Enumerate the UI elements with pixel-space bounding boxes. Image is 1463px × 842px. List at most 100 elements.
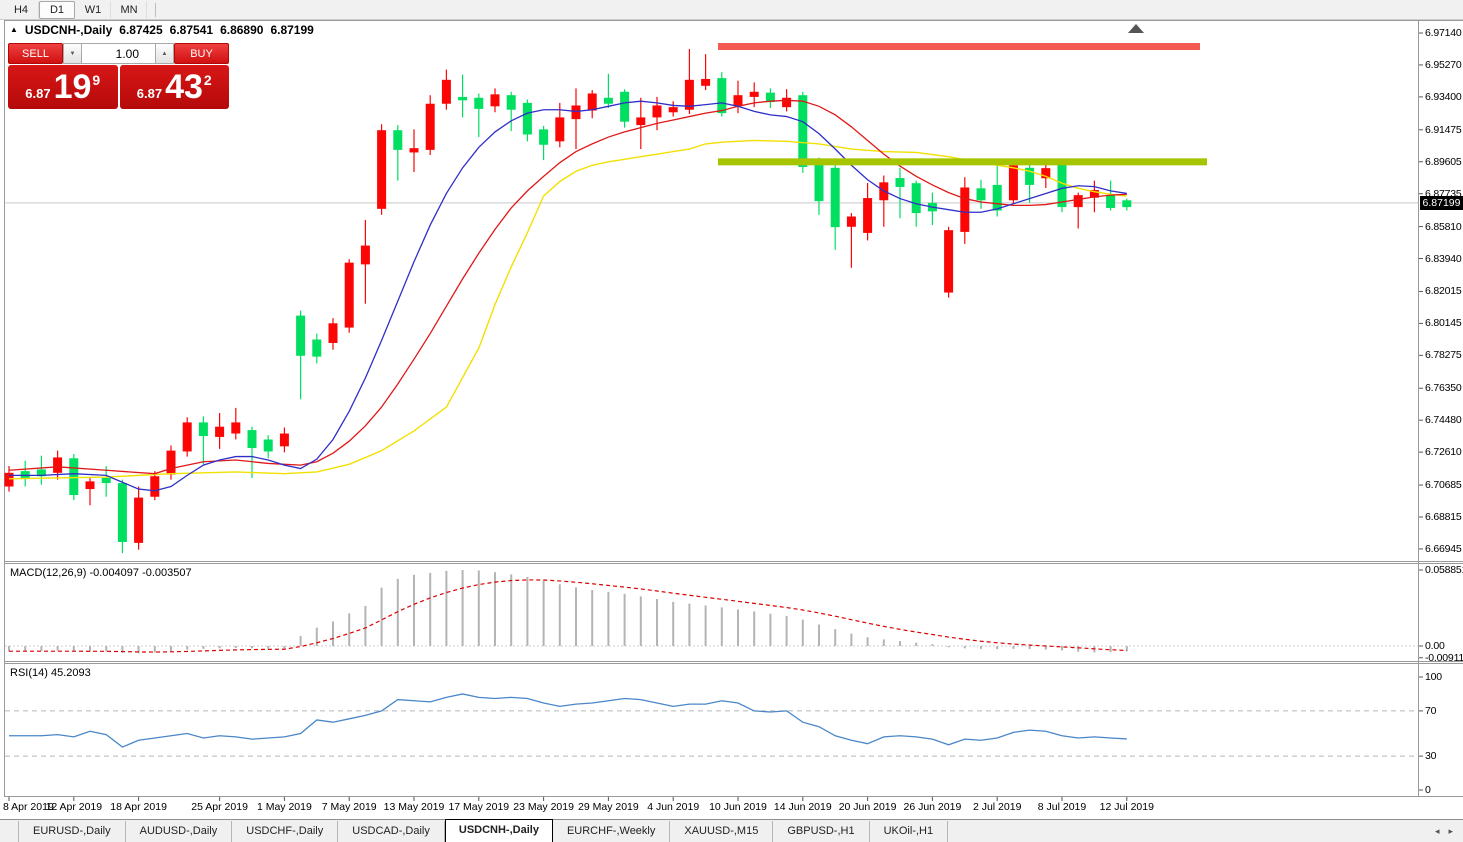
date-tick-label: 25 Apr 2019 — [191, 801, 248, 813]
price-tick-label: 6.78275 — [1425, 349, 1462, 362]
buy-button[interactable]: BUY — [174, 43, 229, 64]
buy-price-big: 43 — [165, 68, 203, 106]
price-tick-label: 6.74480 — [1425, 414, 1462, 427]
timeframe-button-d1[interactable]: D1 — [39, 0, 75, 19]
ohlc-open: 6.87425 — [119, 23, 163, 37]
date-tick-label: 8 Apr 2019 — [3, 801, 54, 813]
candle-body — [198, 422, 208, 437]
candle-body — [231, 422, 241, 434]
candle-body — [539, 129, 549, 145]
timeframe-toolbar: H4 D1 W1 MN — [0, 0, 1463, 20]
price-tick-label: 6.72610 — [1425, 446, 1462, 459]
tab-usdcad-daily[interactable]: USDCAD-,Daily — [338, 821, 445, 842]
timeframe-button-w1[interactable]: W1 — [75, 0, 111, 19]
chart-tabs: EURUSD-,Daily AUDUSD-,Daily USDCHF-,Daily U… — [0, 818, 949, 842]
candle-body — [20, 471, 30, 478]
candle-body — [458, 96, 468, 101]
macd-tick-label: 0.058851 — [1425, 564, 1463, 577]
candle-body — [782, 97, 792, 108]
date-tick-label: 20 Jun 2019 — [838, 801, 897, 813]
candle-body — [506, 95, 516, 110]
one-click-panel-toggle-icon[interactable]: ▲ — [10, 24, 18, 34]
candle-body — [992, 184, 1002, 211]
candle-body — [944, 230, 954, 293]
volume-input[interactable]: 1.00 — [82, 43, 155, 64]
ma-mid-red-line — [8, 99, 1127, 475]
price-tick-label: 6.80145 — [1425, 317, 1462, 330]
candle-body — [636, 117, 646, 126]
candle-body — [960, 187, 970, 232]
tab-eurusd-daily[interactable]: EURUSD-,Daily — [18, 821, 126, 842]
candle-body — [555, 117, 565, 142]
candle-body — [425, 103, 435, 150]
tab-audusd-daily[interactable]: AUDUSD-,Daily — [126, 821, 233, 842]
ohlc-low: 6.86890 — [220, 23, 264, 37]
date-tick-label: 2 Jul 2019 — [972, 801, 1022, 813]
candle-body — [1025, 167, 1035, 185]
timeframe-button-h4[interactable]: H4 — [3, 0, 39, 19]
tab-usdchf-daily[interactable]: USDCHF-,Daily — [232, 821, 339, 842]
macd-signal-line — [9, 579, 1127, 653]
candle-body — [1008, 165, 1018, 201]
buy-price-tile[interactable]: 6.87 43 2 — [119, 65, 229, 109]
candle-body — [976, 188, 986, 201]
candle-body — [684, 79, 694, 110]
candle-body — [620, 91, 630, 122]
tab-gbpusd-h1[interactable]: GBPUSD-,H1 — [773, 821, 870, 842]
volume-increase-icon[interactable]: ▲ — [155, 43, 174, 64]
ohlc-close: 6.87199 — [270, 23, 314, 37]
candle-body — [215, 426, 225, 437]
date-tick-label: 10 Jun 2019 — [709, 801, 767, 813]
tab-ukoil-h1[interactable]: UKOil-,H1 — [870, 821, 949, 842]
price-tick-label: 6.76350 — [1425, 382, 1462, 395]
candle-body — [863, 198, 873, 233]
candle-body — [85, 481, 95, 490]
ohlc-high: 6.87541 — [169, 23, 214, 37]
sell-button[interactable]: SELL — [8, 43, 63, 64]
macd-tick-label: 0.00 — [1425, 640, 1445, 652]
candle-body — [4, 472, 14, 487]
candle-body — [733, 95, 743, 106]
candle-body — [1073, 195, 1083, 208]
candle-body — [587, 93, 597, 111]
resistance-line[interactable] — [718, 42, 1200, 50]
candle-body — [117, 483, 127, 543]
candle-body — [911, 183, 921, 214]
toolbar-separator — [155, 2, 156, 17]
date-tick-label: 12 Apr 2019 — [45, 801, 103, 813]
date-tick-label: 1 May 2019 — [256, 801, 312, 813]
sell-price-tile[interactable]: 6.87 19 9 — [8, 65, 118, 109]
rsi-indicator-label: RSI(14) 45.2093 — [10, 667, 91, 679]
candle-body — [668, 107, 678, 113]
candle-body — [441, 79, 451, 104]
timeframe-button-mn[interactable]: MN — [111, 0, 147, 19]
candle-body — [522, 102, 532, 135]
candle-body — [652, 105, 662, 118]
date-tick-label: 8 Jul 2019 — [1037, 801, 1087, 813]
buy-price-pip: 2 — [203, 72, 212, 88]
support-line[interactable] — [718, 158, 1207, 166]
price-tick-label: 6.66945 — [1425, 542, 1462, 555]
price-tick-label: 6.70685 — [1425, 479, 1462, 492]
tab-eurchf-weekly[interactable]: EURCHF-,Weekly — [553, 821, 671, 842]
candle-body — [1041, 168, 1051, 179]
candle-body — [409, 148, 419, 153]
tab-usdcnh-daily[interactable]: USDCNH-,Daily — [444, 819, 553, 842]
price-tick-label: 6.89605 — [1425, 155, 1462, 168]
rsi-tick-label: 30 — [1425, 750, 1437, 763]
rsi-tick-label: 0 — [1425, 784, 1431, 796]
candle-body — [1106, 195, 1116, 208]
tab-xauusd-m15[interactable]: XAUUSD-,M15 — [670, 821, 774, 842]
price-tick-label: 6.95270 — [1425, 58, 1462, 71]
tab-scroll-right-icon[interactable]: ▸ — [1448, 826, 1453, 836]
volume-decrease-icon[interactable]: ▼ — [63, 43, 82, 64]
price-tick-label: 6.85810 — [1425, 220, 1462, 233]
date-tick-label: 14 Jun 2019 — [773, 801, 832, 813]
candle-body — [1122, 200, 1132, 208]
tab-scroll-left-icon[interactable]: ◂ — [1434, 826, 1440, 836]
candle-body — [263, 439, 273, 452]
candle-body — [749, 91, 759, 97]
ma-fast-blue-line — [9, 100, 1127, 492]
candle-body — [895, 178, 905, 187]
